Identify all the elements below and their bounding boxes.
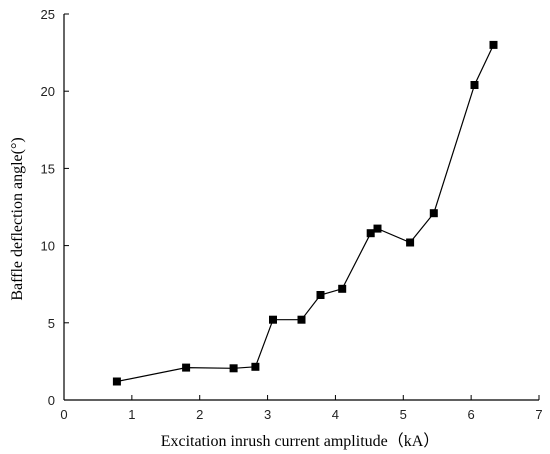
data-point <box>489 40 498 49</box>
data-point <box>373 224 382 233</box>
data-point <box>470 81 479 89</box>
data-point <box>316 291 325 299</box>
x-tick-label: 1 <box>128 407 135 422</box>
y-tick-label: 10 <box>41 239 55 254</box>
data-point <box>297 315 306 324</box>
x-tick-label: 0 <box>60 407 67 422</box>
y-axis-label: Baffle deflection angle(°) <box>9 137 26 300</box>
x-tick-label: 2 <box>196 407 203 422</box>
y-tick-label: 5 <box>48 316 55 331</box>
data-point <box>269 315 277 324</box>
x-axis-label: Excitation inrush current amplitude（kA） <box>161 432 440 450</box>
data-point <box>338 284 347 293</box>
data-point <box>229 364 238 373</box>
y-tick-label: 25 <box>41 7 55 22</box>
axes <box>63 14 539 401</box>
x-tick-label: 4 <box>332 407 339 422</box>
y-tick-label: 20 <box>41 84 55 99</box>
series <box>112 40 498 386</box>
y-tick-label: 0 <box>48 393 55 408</box>
data-point <box>406 238 415 247</box>
data-point <box>366 229 375 238</box>
y-tick-label: 15 <box>41 161 55 176</box>
data-point <box>429 209 438 218</box>
data-point <box>251 362 260 371</box>
x-tick-label: 3 <box>264 407 271 422</box>
x-tick-label: 5 <box>400 407 407 422</box>
data-point <box>112 377 121 386</box>
ticks: 0 1 2 3 4 5 6 7 0 5 10 15 20 25 <box>41 7 543 422</box>
data-point <box>182 363 191 372</box>
x-tick-label: 7 <box>535 407 542 422</box>
x-tick-label: 6 <box>468 407 475 422</box>
